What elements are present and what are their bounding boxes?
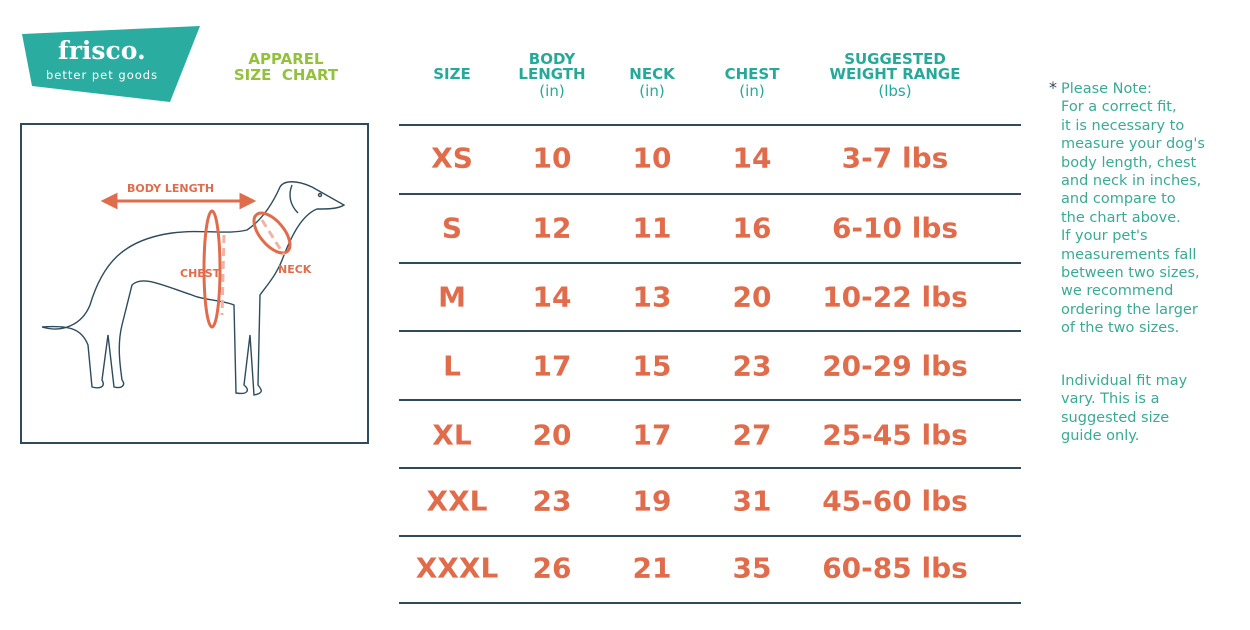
table-cell: 20 (732, 280, 772, 314)
table-cell: 26 (532, 551, 572, 585)
table-cell: 16 (732, 211, 772, 245)
column-header: SUGGESTED WEIGHT RANGE (lbs) (830, 52, 961, 99)
column-header: NECK (in) (629, 67, 674, 99)
column-header: BODY LENGTH (in) (518, 52, 585, 99)
table-cell: 14 (732, 141, 772, 175)
table-cell: M (438, 280, 466, 314)
disclaimer: Individual fit may vary. This is a sugge… (1061, 373, 1188, 445)
dog-measurement-illustration: BODY LENGTH CHEST NECK (20, 123, 369, 444)
table-cell: 23 (532, 484, 572, 518)
header-line1: BODY (528, 50, 576, 68)
header-unit: (lbs) (878, 82, 912, 100)
brand-tagline: better pet goods (46, 68, 159, 82)
header-line1: SIZE (433, 65, 471, 83)
row-divider (399, 399, 1021, 401)
header-line2: WEIGHT RANGE (829, 65, 961, 83)
table-cell: 21 (632, 551, 672, 585)
table-cell: 25-45 lbs (822, 418, 968, 452)
table-cell: 17 (532, 349, 572, 383)
table-cell: XXXL (415, 551, 499, 585)
table-cell: 31 (732, 484, 772, 518)
fit-note: Please Note: For a correct fit, it is ne… (1061, 81, 1205, 337)
header-unit: (in) (739, 82, 765, 100)
brand-name: frisco. (58, 36, 146, 65)
column-header: CHEST (in) (725, 67, 780, 99)
title-line-2: SIZE CHART (233, 66, 339, 84)
dog-icon: BODY LENGTH CHEST NECK (41, 181, 346, 396)
table-cell: 6-10 lbs (831, 211, 959, 245)
table-cell: 45-60 lbs (822, 484, 968, 518)
page-title: APPAREL SIZE CHART (233, 51, 339, 83)
neck-label: NECK (278, 263, 312, 276)
table-cell: S (441, 211, 463, 245)
table-cell: 10 (532, 141, 572, 175)
table-cell: 19 (632, 484, 672, 518)
header-line1: CHEST (724, 65, 780, 83)
table-cell: 15 (632, 349, 672, 383)
table-cell: 3-7 lbs (841, 141, 949, 175)
table-cell: 27 (732, 418, 772, 452)
table-cell: 10-22 lbs (822, 280, 968, 314)
table-cell: 12 (532, 211, 572, 245)
header-line2: LENGTH (518, 65, 586, 83)
row-divider (399, 124, 1021, 126)
table-cell: L (443, 349, 461, 383)
table-cell: XXL (426, 484, 488, 518)
body-length-label: BODY LENGTH (127, 182, 214, 195)
frisco-logo (22, 26, 200, 102)
row-divider (399, 535, 1021, 537)
table-cell: 11 (632, 211, 672, 245)
table-cell: 60-85 lbs (822, 551, 968, 585)
header-unit: (in) (539, 82, 565, 100)
table-cell: 10 (632, 141, 672, 175)
header-unit: (in) (639, 82, 665, 100)
row-divider (399, 602, 1021, 604)
row-divider (399, 193, 1021, 195)
table-cell: XS (431, 141, 473, 175)
asterisk: * (1049, 78, 1057, 97)
column-header: SIZE (433, 67, 471, 82)
table-cell: 13 (632, 280, 672, 314)
table-cell: 23 (732, 349, 772, 383)
header-line1: SUGGESTED (844, 50, 946, 68)
table-cell: 35 (732, 551, 772, 585)
header-line1: NECK (629, 65, 675, 83)
row-divider (399, 330, 1021, 332)
table-cell: 20-29 lbs (822, 349, 968, 383)
table-cell: 20 (532, 418, 572, 452)
row-divider (399, 262, 1021, 264)
row-divider (399, 467, 1021, 469)
chest-label: CHEST (180, 267, 221, 280)
table-cell: 14 (532, 280, 572, 314)
title-line-1: APPAREL (248, 50, 324, 68)
table-cell: XL (432, 418, 472, 452)
table-cell: 17 (632, 418, 672, 452)
